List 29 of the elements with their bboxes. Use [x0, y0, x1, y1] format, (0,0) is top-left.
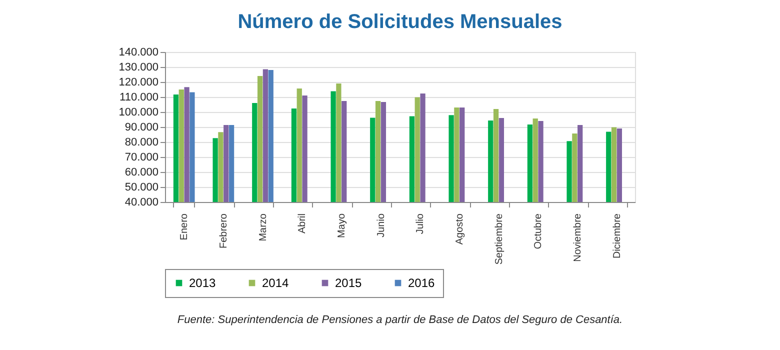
- y-tick-label: 110.000: [120, 92, 158, 104]
- x-tick-label: Agosto: [454, 213, 466, 245]
- x-tick-label: Enero: [179, 213, 190, 240]
- x-tick-label: Marzo: [258, 213, 269, 242]
- x-tick-label: Octubre: [533, 213, 544, 250]
- y-tick-label: 40.000: [124, 196, 158, 208]
- y-tick-label: 90.000: [124, 122, 158, 134]
- y-tick-label: 140.000: [118, 46, 158, 58]
- y-tick-label: 50.000: [124, 182, 158, 194]
- y-tick-label: 120.000: [118, 76, 158, 88]
- x-tick-label: Diciembre: [612, 213, 623, 259]
- x-tick-label: Abril: [297, 214, 308, 234]
- x-tick-label: Mayo: [336, 213, 348, 238]
- y-tick-label: 60.000: [124, 166, 158, 178]
- x-tick-label: Julio: [415, 213, 426, 234]
- y-tick-label: 100.000: [118, 106, 158, 118]
- chart-title: Número de Solicitudes Mensuales: [238, 11, 562, 33]
- source-note: Fuente: Superintendencia de Pensiones a partir de Base de Datos del Seguro de Cesantía.: [177, 314, 623, 326]
- legend-label: 2016: [408, 276, 436, 290]
- x-tick-label: Febrero: [218, 213, 230, 249]
- x-tick-label: Junio: [376, 213, 387, 238]
- x-tick-label: Septiembre: [494, 213, 505, 265]
- legend-label: 2014: [262, 276, 290, 290]
- y-tick-label: 80.000: [124, 136, 158, 148]
- y-tick-label: 130.000: [118, 62, 158, 74]
- x-tick-label: Noviembre: [572, 213, 584, 262]
- legend-label: 2015: [335, 276, 362, 290]
- legend-label: 2013: [189, 276, 216, 290]
- y-tick-label: 70.000: [124, 152, 158, 164]
